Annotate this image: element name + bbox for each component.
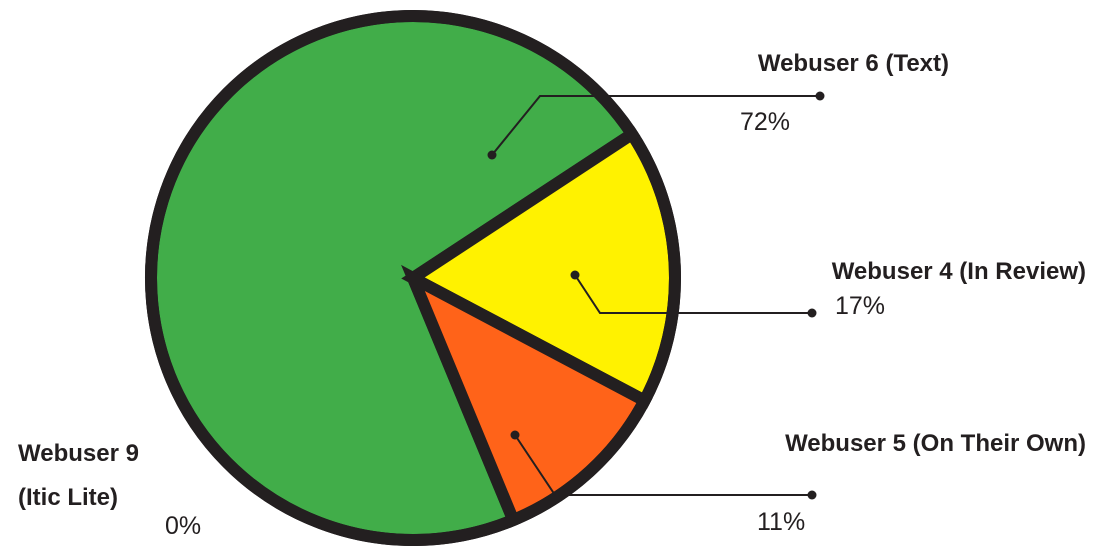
value-label: 11%: [757, 508, 806, 536]
value-label: 72%: [740, 108, 791, 136]
category-label: Webuser 4 (In Review): [831, 258, 1086, 285]
leader-line: [491, 95, 820, 156]
leader-dot: [487, 150, 497, 160]
leader-line: [574, 274, 812, 314]
category-label: Webuser 6 (Text): [757, 50, 949, 77]
pie-outline: [145, 10, 681, 546]
leader-dot: [807, 308, 817, 318]
value-label: 17%: [835, 292, 886, 320]
leader-dot: [807, 490, 817, 500]
category-label: Webuser 5 (On Their Own): [785, 430, 1086, 457]
category-label: Webuser 9 (Itic Lite): [18, 440, 139, 511]
leader-dot: [510, 430, 520, 440]
leader-dot: [815, 91, 825, 101]
leader-dot: [570, 270, 580, 280]
leader-line: [514, 434, 812, 496]
value-label: 0%: [165, 512, 202, 540]
